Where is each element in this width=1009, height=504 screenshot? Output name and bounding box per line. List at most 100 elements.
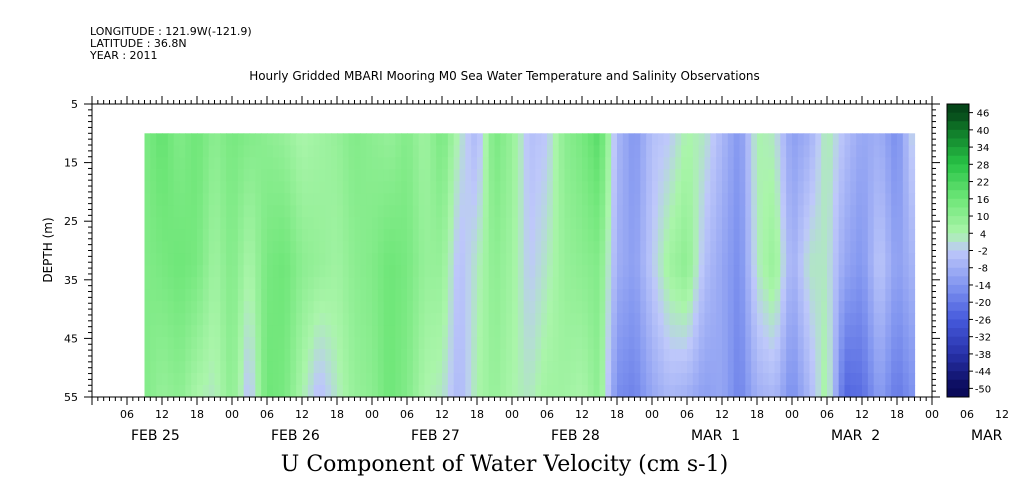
heatmap-cell (389, 181, 396, 194)
heatmap-cell (366, 181, 373, 194)
heatmap-cell (558, 361, 566, 374)
heatmap-cell (442, 265, 449, 278)
heatmap-cell (412, 181, 420, 194)
heatmap-cell (733, 217, 741, 230)
heatmap-cell (243, 349, 251, 362)
heatmap-cell (809, 229, 816, 242)
heatmap-cell (278, 277, 286, 290)
heatmap-cell (156, 361, 163, 374)
heatmap-cell (407, 145, 414, 158)
heatmap-cell (226, 205, 233, 218)
heatmap-cell (628, 241, 636, 254)
heatmap-cell (547, 289, 554, 302)
heatmap-cell (471, 349, 478, 362)
heatmap-cell (797, 205, 805, 218)
heatmap-cell (494, 385, 501, 398)
heatmap-cell (582, 349, 589, 362)
heatmap-cell (442, 205, 449, 218)
heatmap-cell (167, 325, 175, 338)
heatmap-cell (669, 193, 676, 206)
heatmap-cell (272, 301, 280, 314)
heatmap-cell (488, 289, 496, 302)
heatmap-cell (634, 325, 641, 338)
heatmap-cell (372, 265, 379, 278)
heatmap-cell (418, 325, 426, 338)
heatmap-cell (762, 145, 770, 158)
heatmap-cell (634, 229, 641, 242)
heatmap-cell (418, 181, 426, 194)
heatmap-cell (862, 133, 869, 146)
heatmap-cell (698, 349, 706, 362)
heatmap-cell (150, 301, 157, 314)
heatmap-cell (780, 181, 787, 194)
heatmap-cell (902, 385, 910, 398)
heatmap-cell (879, 337, 886, 350)
heatmap-cell (605, 385, 612, 398)
heatmap-cell (669, 253, 676, 266)
heatmap-cell (237, 193, 245, 206)
heatmap-cell (517, 361, 525, 374)
heatmap-cell (844, 301, 851, 314)
heatmap-cell (313, 169, 321, 182)
heatmap-cell (576, 277, 583, 290)
heatmap-cell (722, 133, 729, 146)
heatmap-cell (617, 385, 624, 398)
heatmap-cell (237, 265, 245, 278)
heatmap-cell (156, 277, 163, 290)
heatmap-cell (832, 229, 840, 242)
heatmap-cell (605, 205, 612, 218)
heatmap-cell (751, 253, 758, 266)
heatmap-cell (226, 253, 233, 266)
heatmap-cell (337, 145, 344, 158)
heatmap-cell (354, 145, 361, 158)
heatmap-cell (704, 253, 711, 266)
heatmap-cell (185, 361, 192, 374)
heatmap-cell (342, 325, 350, 338)
heatmap-cell (220, 325, 227, 338)
heatmap-cell (774, 289, 781, 302)
heatmap-cell (885, 349, 892, 362)
heatmap-cell (348, 205, 356, 218)
heatmap-cell (342, 133, 350, 146)
heatmap-cell (156, 313, 163, 326)
heatmap-cell (255, 193, 262, 206)
heatmap-cell (284, 325, 291, 338)
heatmap-cell (850, 289, 857, 302)
heatmap-cell (179, 157, 186, 170)
heatmap-cell (780, 301, 787, 314)
heatmap-cell (453, 265, 461, 278)
heatmap-cell (337, 217, 344, 230)
heatmap-cell (821, 337, 828, 350)
heatmap-cell (739, 265, 746, 278)
heatmap-cell (745, 277, 752, 290)
heatmap-cell (208, 325, 216, 338)
heatmap-cell (372, 361, 379, 374)
heatmap-cell (704, 169, 711, 182)
heatmap-cell (162, 301, 169, 314)
heatmap-cell (640, 241, 647, 254)
heatmap-cell (220, 169, 227, 182)
heatmap-cell (395, 205, 402, 218)
heatmap-cell (675, 361, 682, 374)
heatmap-cell (622, 169, 630, 182)
heatmap-cell (232, 289, 239, 302)
heatmap-cell (687, 385, 694, 398)
heatmap-cell (657, 229, 665, 242)
heatmap-cell (278, 217, 286, 230)
heatmap-cell (797, 241, 805, 254)
heatmap-cell (307, 289, 315, 302)
heatmap-cell (552, 289, 560, 302)
heatmap-cell (628, 289, 636, 302)
heatmap-cell (908, 133, 916, 146)
heatmap-cell (162, 385, 169, 398)
heatmap-cell (605, 361, 612, 374)
heatmap-cell (453, 325, 461, 338)
heatmap-cell (395, 313, 402, 326)
heatmap-cell (687, 157, 694, 170)
heatmap-cell (529, 241, 536, 254)
heatmap-cell (512, 181, 519, 194)
heatmap-cell (710, 169, 717, 182)
heatmap-cell (418, 337, 426, 350)
heatmap-cell (838, 337, 846, 350)
